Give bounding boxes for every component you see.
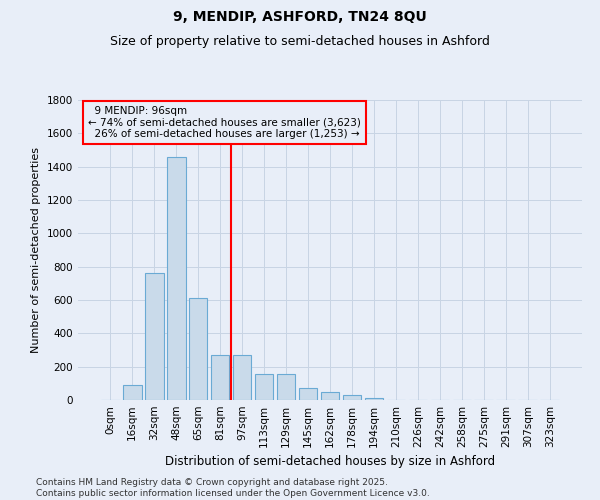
Text: 9, MENDIP, ASHFORD, TN24 8QU: 9, MENDIP, ASHFORD, TN24 8QU <box>173 10 427 24</box>
Text: 9 MENDIP: 96sqm
← 74% of semi-detached houses are smaller (3,623)
  26% of semi-: 9 MENDIP: 96sqm ← 74% of semi-detached h… <box>88 106 361 139</box>
Bar <box>233 355 251 400</box>
Bar <box>189 298 208 400</box>
Bar <box>145 274 164 400</box>
Bar <box>123 385 142 400</box>
Bar <box>255 374 274 400</box>
Bar <box>365 398 383 400</box>
Bar <box>320 392 340 400</box>
Bar <box>167 156 185 400</box>
Bar <box>343 395 361 400</box>
Bar <box>211 355 229 400</box>
Bar <box>277 374 295 400</box>
X-axis label: Distribution of semi-detached houses by size in Ashford: Distribution of semi-detached houses by … <box>165 456 495 468</box>
Bar <box>299 388 317 400</box>
Text: Size of property relative to semi-detached houses in Ashford: Size of property relative to semi-detach… <box>110 35 490 48</box>
Y-axis label: Number of semi-detached properties: Number of semi-detached properties <box>31 147 41 353</box>
Text: Contains HM Land Registry data © Crown copyright and database right 2025.
Contai: Contains HM Land Registry data © Crown c… <box>36 478 430 498</box>
